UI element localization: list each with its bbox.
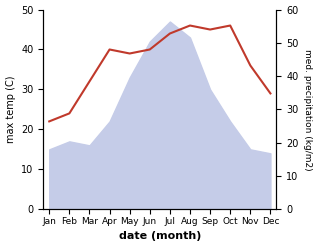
X-axis label: date (month): date (month) [119, 231, 201, 242]
Y-axis label: med. precipitation (kg/m2): med. precipitation (kg/m2) [303, 49, 313, 170]
Y-axis label: max temp (C): max temp (C) [5, 76, 16, 143]
